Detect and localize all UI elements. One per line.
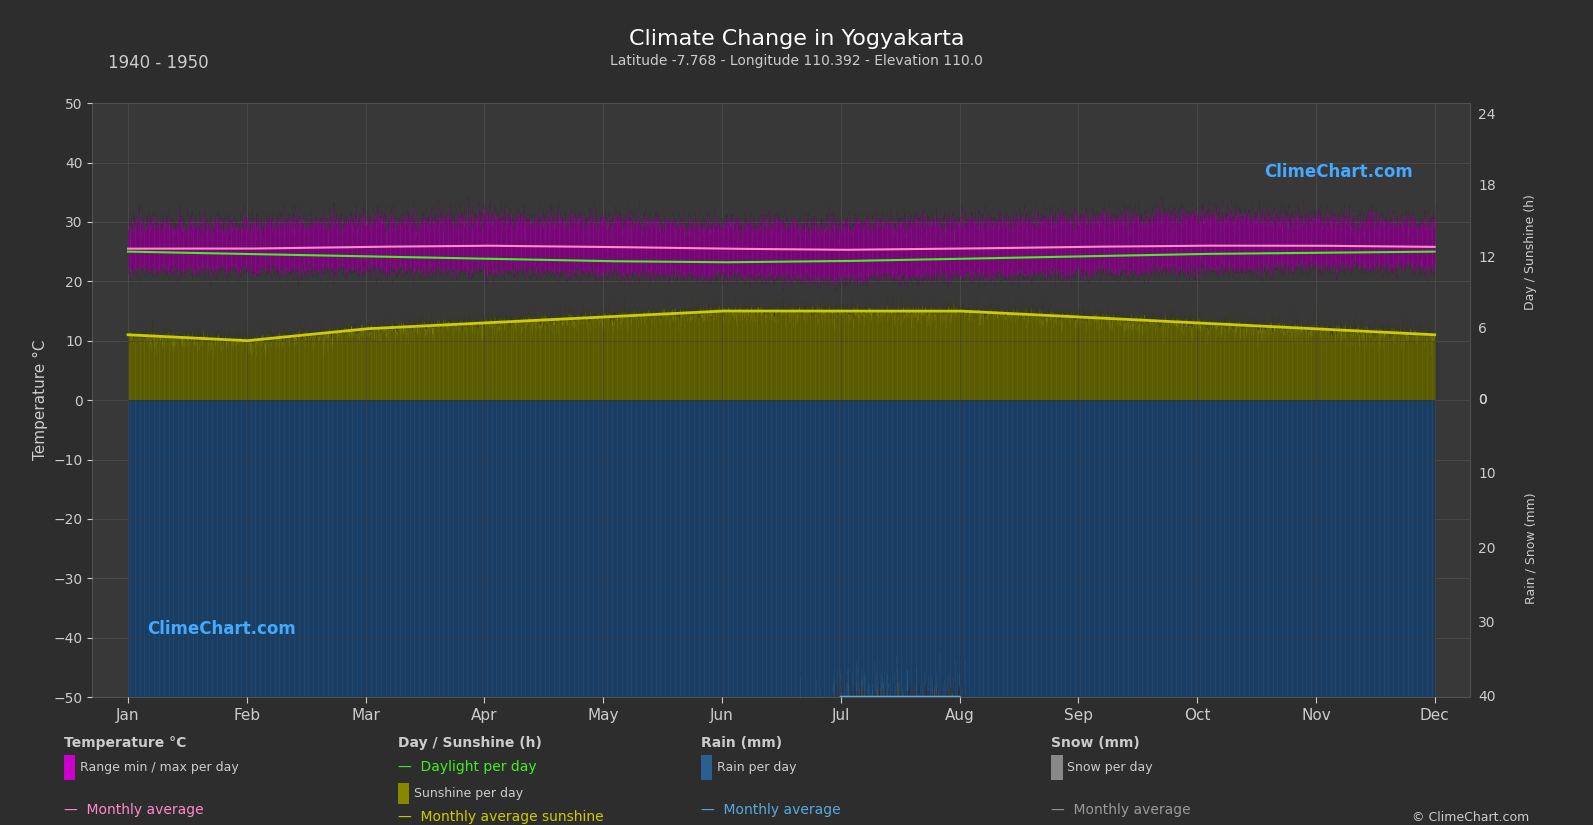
Text: Day / Sunshine (h): Day / Sunshine (h) xyxy=(1525,194,1537,309)
Text: 1940 - 1950: 1940 - 1950 xyxy=(108,54,209,72)
Text: 6: 6 xyxy=(1478,322,1488,336)
Text: Climate Change in Yogyakarta: Climate Change in Yogyakarta xyxy=(629,29,964,49)
Text: Rain (mm): Rain (mm) xyxy=(701,736,782,750)
Text: 20: 20 xyxy=(1478,542,1496,555)
Text: 10: 10 xyxy=(1478,468,1496,481)
Text: ClimeChart.com: ClimeChart.com xyxy=(1263,163,1413,181)
Text: Range min / max per day: Range min / max per day xyxy=(80,761,239,774)
Text: 12: 12 xyxy=(1478,251,1496,265)
Text: Rain per day: Rain per day xyxy=(717,761,796,774)
Text: Rain / Snow (mm): Rain / Snow (mm) xyxy=(1525,493,1537,605)
Text: Day / Sunshine (h): Day / Sunshine (h) xyxy=(398,736,542,750)
Y-axis label: Temperature °C: Temperature °C xyxy=(33,340,48,460)
Text: Snow per day: Snow per day xyxy=(1067,761,1153,774)
Text: 0: 0 xyxy=(1478,394,1486,407)
Text: Sunshine per day: Sunshine per day xyxy=(414,787,524,800)
Text: —  Monthly average sunshine: — Monthly average sunshine xyxy=(398,810,604,824)
Text: 0: 0 xyxy=(1478,394,1486,407)
Text: Latitude -7.768 - Longitude 110.392 - Elevation 110.0: Latitude -7.768 - Longitude 110.392 - El… xyxy=(610,54,983,68)
Text: ClimeChart.com: ClimeChart.com xyxy=(148,620,296,638)
Text: Temperature °C: Temperature °C xyxy=(64,736,186,750)
Text: Snow (mm): Snow (mm) xyxy=(1051,736,1141,750)
Text: 30: 30 xyxy=(1478,616,1496,629)
Text: —  Monthly average: — Monthly average xyxy=(64,804,204,818)
Text: —  Daylight per day: — Daylight per day xyxy=(398,760,537,774)
Text: 40: 40 xyxy=(1478,691,1496,704)
Text: —  Monthly average: — Monthly average xyxy=(701,804,841,818)
Text: 24: 24 xyxy=(1478,108,1496,122)
Text: © ClimeChart.com: © ClimeChart.com xyxy=(1411,811,1529,824)
Text: 18: 18 xyxy=(1478,179,1496,193)
Text: —  Monthly average: — Monthly average xyxy=(1051,804,1192,818)
